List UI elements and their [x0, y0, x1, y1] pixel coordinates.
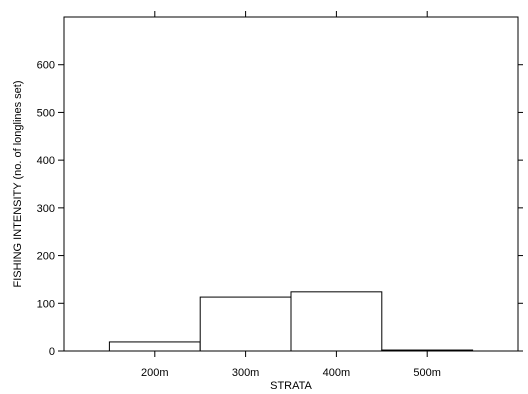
y-tick-label: 0	[49, 346, 55, 358]
y-tick-label: 600	[37, 60, 55, 72]
y-axis: 0 100 200 300 400 500 600	[37, 60, 523, 358]
x-axis-title: STRATA	[270, 380, 312, 392]
y-tick-label: 400	[37, 155, 55, 167]
y-tick-label: 200	[37, 251, 55, 263]
bar-200m	[108, 341, 201, 352]
bar-300m	[199, 296, 292, 352]
y-tick-label: 300	[37, 203, 55, 215]
x-tick-label-400m: 400m	[323, 367, 351, 379]
bars	[108, 291, 474, 352]
y-tick-label: 500	[37, 107, 55, 119]
x-tick-label-300m: 300m	[232, 367, 260, 379]
bar-400m	[290, 291, 383, 352]
plot-frame	[63, 16, 519, 352]
x-tick-label-500m: 500m	[413, 367, 441, 379]
y-tick-label: 100	[37, 298, 55, 310]
y-axis-title: FISHING INTENSITY (no. of longlines set)	[12, 80, 24, 287]
x-axis: 200m 300m 400m 500m	[141, 11, 441, 379]
x-tick-label-200m: 200m	[141, 367, 169, 379]
